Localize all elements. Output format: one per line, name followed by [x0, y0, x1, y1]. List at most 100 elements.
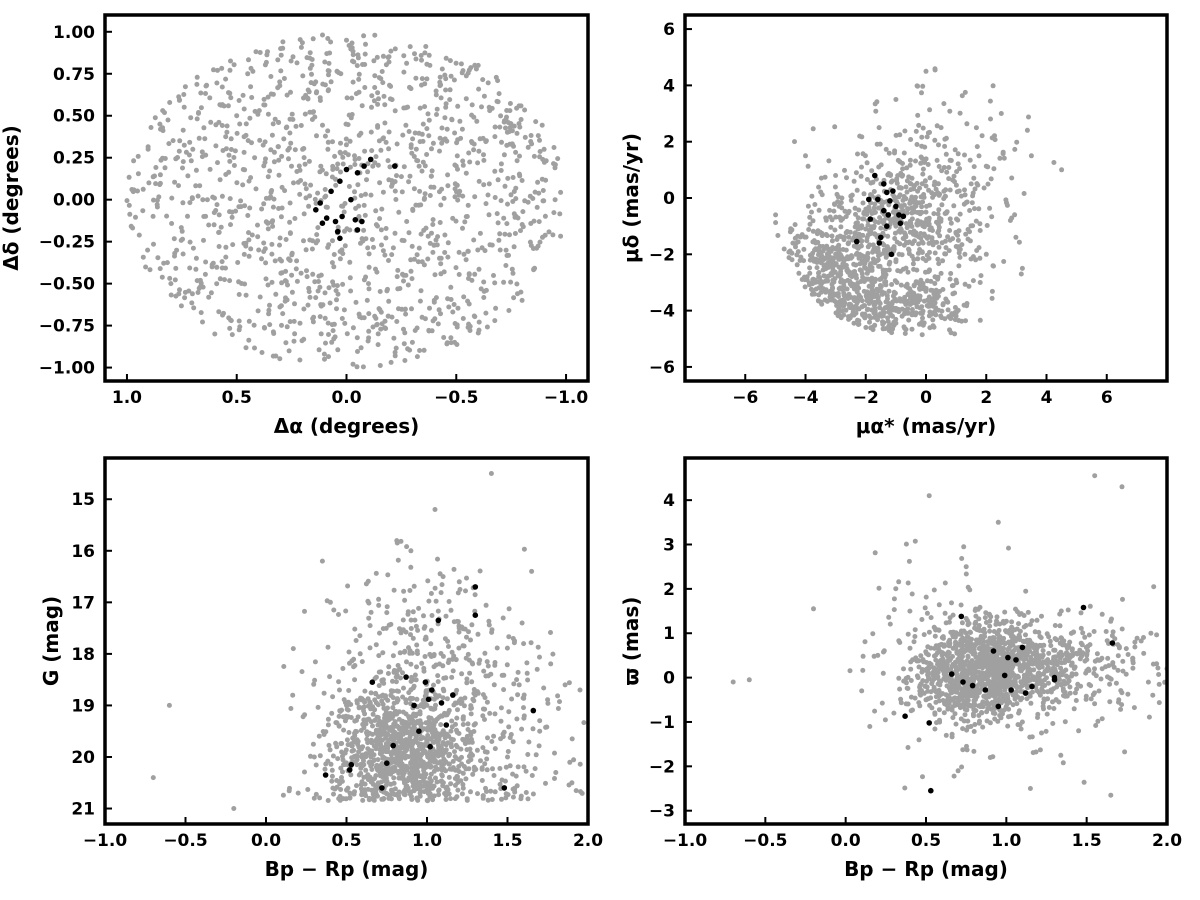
- member-star-point: [887, 198, 893, 204]
- field-star-point: [421, 726, 427, 732]
- field-star-point: [1018, 271, 1024, 277]
- field-star-point: [456, 645, 462, 651]
- field-star-point: [360, 797, 366, 803]
- field-star-point: [342, 750, 348, 756]
- field-star-point: [340, 796, 346, 802]
- field-star-point: [1012, 212, 1018, 218]
- field-star-point: [914, 304, 920, 310]
- field-star-point: [818, 280, 824, 285]
- field-star-point: [376, 96, 381, 102]
- field-star-point: [327, 300, 333, 306]
- field-star-point: [909, 194, 915, 200]
- field-star-point: [437, 148, 442, 154]
- field-star-point: [934, 239, 940, 245]
- y-tick-label: 0.00: [53, 191, 95, 211]
- field-star-point: [555, 706, 561, 711]
- field-star-point: [951, 773, 957, 779]
- field-star-point: [890, 209, 896, 215]
- field-star-point: [543, 780, 548, 786]
- field-star-point: [288, 58, 294, 64]
- field-star-point: [828, 224, 834, 230]
- field-star-point: [387, 164, 393, 170]
- field-star-point: [415, 627, 421, 633]
- field-star-point: [443, 55, 449, 61]
- field-star-point: [825, 278, 831, 284]
- field-star-point: [819, 192, 825, 198]
- field-star-point: [357, 651, 363, 657]
- field-star-point: [913, 128, 919, 134]
- field-star-point: [395, 286, 401, 292]
- field-star-point: [537, 728, 543, 734]
- field-star-point: [391, 669, 397, 675]
- field-star-point: [392, 230, 398, 236]
- field-star-point: [193, 183, 199, 189]
- field-star-point: [282, 188, 288, 194]
- field-star-point: [855, 244, 860, 250]
- field-star-point: [370, 781, 376, 787]
- field-star-point: [581, 720, 587, 726]
- y-tick-label: 21: [71, 800, 95, 820]
- field-star-point: [832, 184, 838, 190]
- field-star-point: [405, 104, 411, 110]
- field-star-point: [915, 83, 921, 89]
- y-tick-label: 6: [663, 20, 675, 40]
- field-star-point: [902, 325, 908, 331]
- field-star-point: [441, 335, 447, 340]
- field-star-point: [385, 158, 391, 164]
- field-star-point: [236, 292, 242, 297]
- field-star-point: [557, 699, 562, 705]
- field-star-point: [510, 739, 516, 745]
- field-star-point: [498, 161, 504, 167]
- field-star-point: [290, 54, 296, 60]
- field-star-point: [311, 314, 317, 320]
- field-star-point: [378, 326, 384, 332]
- field-star-point: [860, 274, 866, 280]
- field-star-point: [449, 718, 455, 724]
- field-star-point: [510, 270, 516, 276]
- field-star-point: [378, 669, 384, 675]
- field-star-point: [839, 264, 844, 270]
- field-star-point: [383, 709, 389, 715]
- field-star-point: [430, 785, 436, 791]
- field-star-point: [140, 186, 146, 192]
- field-star-point: [492, 280, 498, 286]
- field-star-point: [380, 53, 386, 59]
- field-star-point: [289, 250, 295, 256]
- field-star-point: [396, 209, 402, 215]
- field-star-point: [919, 134, 925, 140]
- field-star-point: [431, 653, 437, 659]
- field-star-point: [981, 185, 987, 191]
- field-star-point: [269, 241, 275, 247]
- field-star-point: [432, 585, 438, 591]
- field-star-point: [801, 246, 807, 252]
- field-star-point: [469, 736, 474, 742]
- field-star-point: [809, 193, 815, 199]
- field-star-point: [236, 318, 242, 324]
- field-star-point: [498, 705, 504, 711]
- x-tick-label: −1.0: [544, 388, 589, 408]
- field-star-point: [308, 80, 314, 86]
- field-star-point: [829, 281, 835, 287]
- field-star-point: [375, 124, 381, 130]
- field-star-point: [160, 108, 166, 114]
- field-star-point: [504, 253, 510, 258]
- field-star-point: [363, 767, 369, 773]
- field-star-point: [498, 168, 504, 173]
- field-star-point: [406, 179, 412, 185]
- field-star-point: [335, 291, 341, 297]
- field-star-point: [825, 263, 831, 269]
- field-star-point: [335, 756, 341, 762]
- field-star-point: [266, 195, 272, 201]
- field-star-point: [454, 773, 460, 779]
- member-star-point: [352, 217, 359, 223]
- field-star-point: [955, 161, 961, 167]
- field-star-point: [337, 708, 343, 714]
- field-star-point: [932, 180, 938, 186]
- field-star-point: [957, 110, 963, 116]
- field-star-point: [394, 274, 400, 280]
- field-star-point: [326, 354, 331, 360]
- field-star-point: [858, 294, 864, 300]
- field-star-point: [389, 181, 395, 187]
- field-star-point: [331, 264, 337, 270]
- field-star-point: [818, 175, 824, 181]
